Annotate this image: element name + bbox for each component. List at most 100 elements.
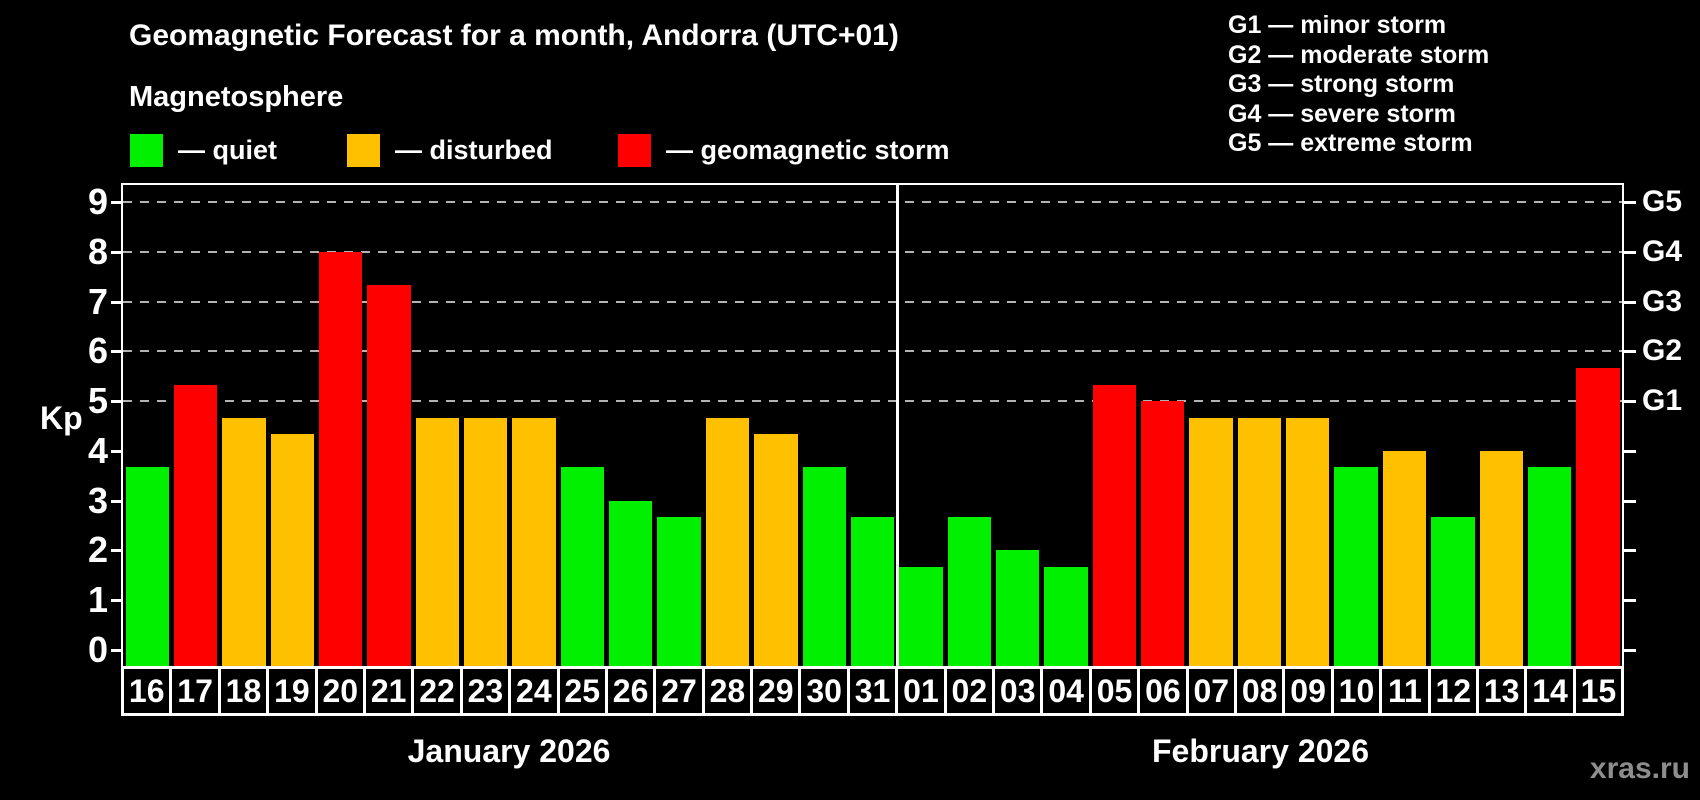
kp-bar-jan-27 <box>657 517 701 666</box>
y-tick-right-7 <box>1624 300 1636 304</box>
date-label-feb-12: 12 <box>1427 666 1479 716</box>
date-label-feb-11: 11 <box>1379 666 1431 716</box>
legend-label-quiet: — quiet <box>178 135 277 165</box>
bar-slot-feb-08 <box>1235 185 1283 666</box>
y-tick-label-0: 0 <box>87 629 108 670</box>
y-tick-right-3 <box>1624 499 1636 503</box>
bar-slot-feb-09 <box>1284 185 1332 666</box>
bar-slot-feb-15 <box>1574 185 1622 666</box>
date-label-jan-16: 16 <box>121 666 173 716</box>
kp-bar-jan-17 <box>173 385 218 666</box>
g-scale-legend: G1 — minor storm G2 — moderate storm G3 — … <box>1228 11 1489 159</box>
kp-bar-jan-21 <box>367 285 411 666</box>
kp-bar-feb-05 <box>1092 385 1137 666</box>
kp-bar-jan-28 <box>705 418 750 666</box>
y-tick-label-4: 4 <box>87 429 108 471</box>
date-label-jan-20: 20 <box>314 666 366 716</box>
bar-slot-feb-04 <box>1042 185 1090 666</box>
y-tick-right-8 <box>1624 250 1636 254</box>
bar-slot-jan-18 <box>220 185 268 666</box>
date-label-feb-02: 02 <box>943 666 996 716</box>
kp-bar-jan-31 <box>850 517 895 666</box>
gridlines-layer <box>123 185 1622 666</box>
y-tick-right-6 <box>1624 350 1636 354</box>
y-tick-label-2: 2 <box>87 529 108 571</box>
disturbed-color-swatch <box>347 134 380 167</box>
bar-slot-jan-21 <box>365 185 413 666</box>
y-tick-label-3: 3 <box>87 479 108 521</box>
bar-slot-feb-11 <box>1380 185 1428 666</box>
kp-bar-jan-23 <box>464 418 508 666</box>
y-tick-left-7 <box>111 300 121 304</box>
gridline-kp-5 <box>123 400 1622 403</box>
kp-status-legend: — quiet — disturbed — geomagnetic storm <box>130 134 1030 168</box>
plot-area <box>121 183 1624 668</box>
date-label-feb-08: 08 <box>1233 666 1286 716</box>
bar-slot-feb-10 <box>1332 185 1380 666</box>
date-label-jan-22: 22 <box>411 666 463 716</box>
bar-slot-feb-13 <box>1477 185 1525 666</box>
month-label-february: February 2026 <box>1151 733 1369 769</box>
date-label-feb-09: 09 <box>1282 666 1334 716</box>
kp-bar-feb-15 <box>1576 368 1620 666</box>
bar-slot-feb-06 <box>1139 185 1187 666</box>
date-label-feb-15: 15 <box>1572 666 1625 716</box>
bar-slot-jan-24 <box>510 185 558 666</box>
date-label-jan-26: 26 <box>604 666 657 716</box>
date-label-jan-31: 31 <box>846 666 899 716</box>
y-tick-right-0 <box>1624 649 1636 652</box>
y-tick-right-9 <box>1624 200 1636 204</box>
bar-slot-jan-28 <box>703 185 751 666</box>
y-tick-label-7: 7 <box>87 280 108 322</box>
bar-slot-jan-23 <box>462 185 510 666</box>
kp-bar-feb-08 <box>1237 418 1282 666</box>
y-tick-label-8: 8 <box>87 230 108 272</box>
date-label-jan-21: 21 <box>362 666 415 716</box>
legend-label-disturbed: — disturbed <box>395 135 553 165</box>
bar-slot-jan-27 <box>655 185 703 666</box>
date-label-feb-06: 06 <box>1137 666 1189 716</box>
y-tick-left-0 <box>111 649 121 652</box>
date-label-jan-29: 29 <box>750 666 802 716</box>
kp-bar-jan-19 <box>270 434 314 666</box>
kp-bar-feb-11 <box>1382 451 1427 666</box>
right-axis-label-g1: G1 <box>1642 384 1683 418</box>
y-tick-left-6 <box>111 350 121 354</box>
y-tick-label-6: 6 <box>87 330 108 372</box>
kp-bar-feb-13 <box>1479 451 1523 666</box>
bar-slot-jan-30 <box>800 185 848 666</box>
bar-slot-jan-25 <box>558 185 606 666</box>
kp-bar-feb-12 <box>1431 517 1475 666</box>
g-legend-line-2: G2 — moderate storm <box>1228 40 1490 69</box>
bar-slot-feb-14 <box>1525 185 1573 666</box>
kp-bar-jan-20 <box>318 252 363 666</box>
y-tick-left-9 <box>111 200 121 204</box>
gridline-kp-9 <box>123 200 1622 203</box>
month-label-january: January 2026 <box>407 733 611 769</box>
date-label-jan-19: 19 <box>266 666 318 716</box>
bar-slot-feb-12 <box>1429 185 1477 666</box>
right-axis-label-g4: G4 <box>1642 234 1683 268</box>
gridline-kp-7 <box>123 300 1622 303</box>
kp-bar-jan-24 <box>512 418 556 666</box>
bar-slot-feb-07 <box>1187 185 1235 666</box>
g-legend-line-1: G1 — minor storm <box>1228 11 1447 39</box>
y-axis-title: Kp <box>40 400 83 436</box>
date-label-feb-03: 03 <box>992 666 1044 716</box>
magnetosphere-subtitle: Magnetosphere <box>129 81 344 113</box>
bar-slot-feb-05 <box>1090 185 1138 666</box>
kp-bar-feb-03 <box>995 550 1040 666</box>
date-label-jan-27: 27 <box>653 666 705 716</box>
legend-item-storm: — geomagnetic storm <box>618 134 950 167</box>
date-label-jan-18: 18 <box>217 666 270 716</box>
date-label-jan-30: 30 <box>798 666 850 716</box>
date-label-feb-07: 07 <box>1185 666 1237 716</box>
y-tick-left-4 <box>111 449 121 453</box>
bar-slot-jan-29 <box>752 185 800 666</box>
bar-slot-jan-17 <box>171 185 219 666</box>
date-label-jan-24: 24 <box>508 666 560 716</box>
kp-bar-feb-14 <box>1527 467 1572 666</box>
bar-slot-jan-22 <box>413 185 461 666</box>
xras-watermark: xras.ru <box>1589 752 1690 785</box>
bar-slot-feb-02 <box>945 185 993 666</box>
